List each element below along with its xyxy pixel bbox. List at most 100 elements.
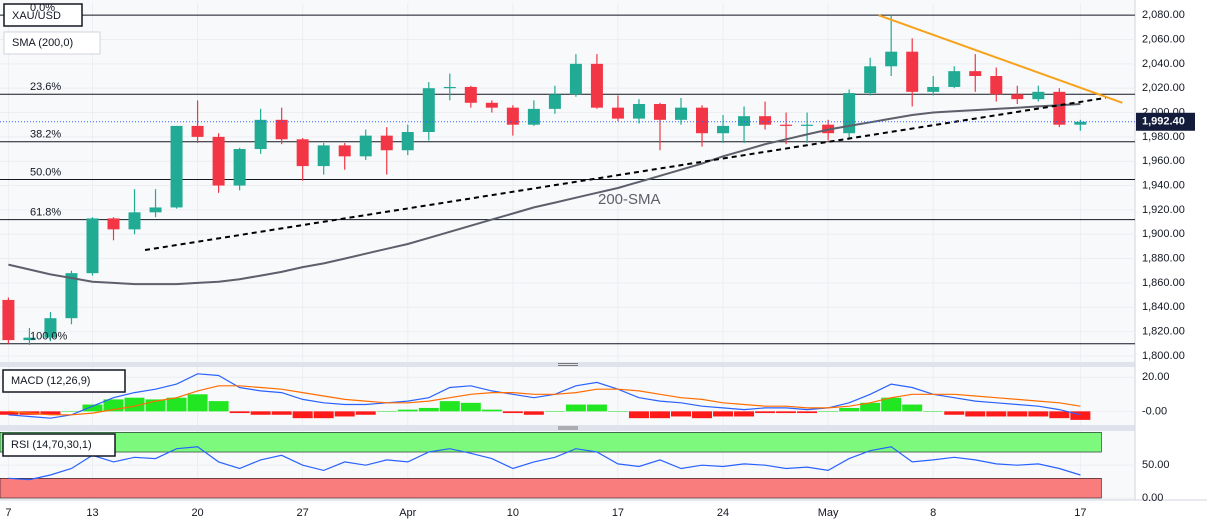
candle-body bbox=[2, 299, 15, 341]
candle-body bbox=[632, 104, 645, 119]
y-tick-label: 1,920.00 bbox=[1142, 204, 1185, 216]
last-price-box bbox=[1136, 112, 1195, 131]
candle-body bbox=[128, 212, 141, 230]
histogram-bar bbox=[502, 411, 523, 414]
x-tick-label: 24 bbox=[717, 507, 729, 519]
candle-body bbox=[254, 119, 267, 150]
pane-separator[interactable] bbox=[0, 362, 1135, 367]
histogram-bar bbox=[523, 411, 544, 415]
macd-line bbox=[8, 385, 1081, 416]
histogram-bar bbox=[40, 411, 61, 415]
y-tick-label: 0.00 bbox=[1142, 492, 1163, 504]
y-tick-label: 1,960.00 bbox=[1142, 155, 1185, 167]
histogram-bar bbox=[208, 401, 229, 412]
candle-body bbox=[107, 218, 120, 230]
y-tick-label: 1,900.00 bbox=[1142, 228, 1185, 240]
x-tick-label: 17 bbox=[1074, 507, 1086, 519]
candle-body bbox=[611, 107, 624, 119]
indicator-title[interactable]: SMA (200,0) bbox=[12, 37, 73, 49]
x-tick-label: 20 bbox=[191, 507, 203, 519]
indicator-box[interactable] bbox=[2, 369, 126, 393]
histogram-bar bbox=[61, 411, 82, 412]
fib-label: 38.2% bbox=[30, 129, 61, 141]
y-tick-label: 2,080.00 bbox=[1142, 9, 1185, 21]
histogram-bar bbox=[692, 411, 713, 419]
candle-body bbox=[296, 139, 309, 167]
y-tick-label: 1,980.00 bbox=[1142, 131, 1185, 143]
indicator-box[interactable] bbox=[3, 31, 101, 55]
histogram-bar bbox=[355, 411, 376, 415]
histogram-bar bbox=[376, 411, 397, 412]
rsi-title[interactable]: RSI (14,70,30,1) bbox=[11, 439, 92, 451]
histogram-bar bbox=[334, 411, 355, 417]
y-tick-label: 1,840.00 bbox=[1142, 301, 1185, 313]
histogram-bar bbox=[586, 404, 607, 412]
candle-body bbox=[569, 63, 582, 95]
candle-body bbox=[23, 337, 36, 341]
x-tick-label: May bbox=[818, 507, 839, 519]
y-tick-label: 1,940.00 bbox=[1142, 179, 1185, 191]
candle-body bbox=[1074, 121, 1087, 125]
histogram-bar bbox=[544, 411, 565, 412]
histogram-bar bbox=[755, 411, 776, 414]
histogram-bar bbox=[965, 411, 986, 417]
histogram-bar bbox=[1049, 411, 1070, 419]
histogram-bar bbox=[271, 411, 292, 415]
histogram-bar bbox=[944, 411, 965, 415]
candle-body bbox=[65, 273, 78, 319]
trendline bbox=[144, 96, 1106, 252]
histogram-bar bbox=[460, 402, 481, 412]
x-tick-label: Apr bbox=[399, 507, 416, 519]
candle-body bbox=[759, 116, 772, 125]
macd-line bbox=[8, 373, 1081, 419]
histogram-bar bbox=[1028, 411, 1049, 417]
price-pane bbox=[0, 0, 1135, 362]
candle-body bbox=[843, 93, 856, 134]
y-tick-label: 2,060.00 bbox=[1142, 33, 1185, 45]
y-tick-label: 1,820.00 bbox=[1142, 325, 1185, 337]
candle-body bbox=[1053, 91, 1066, 125]
candle-body bbox=[44, 318, 57, 338]
last-price-label: 1,992.40 bbox=[1142, 116, 1185, 128]
histogram-bar bbox=[713, 411, 734, 417]
y-tick-label: 20.00 bbox=[1142, 371, 1170, 383]
symbol-title[interactable]: XAU/USD bbox=[12, 10, 61, 22]
candle-body bbox=[443, 86, 456, 89]
histogram-bar bbox=[923, 411, 944, 412]
candle-body bbox=[191, 125, 204, 137]
histogram-bar bbox=[418, 407, 439, 412]
fib-label: 61.8% bbox=[30, 207, 61, 219]
macd-title[interactable]: MACD (12,26,9) bbox=[11, 375, 90, 387]
candle-body bbox=[990, 76, 1003, 95]
candle-body bbox=[1032, 91, 1045, 100]
histogram-bar bbox=[481, 409, 502, 412]
indicator-box[interactable] bbox=[2, 433, 116, 457]
y-tick-label: 1,860.00 bbox=[1142, 277, 1185, 289]
histogram-bar bbox=[881, 397, 902, 412]
y-tick-label: 1,800.00 bbox=[1142, 350, 1185, 362]
candle-body bbox=[359, 135, 372, 157]
histogram-bar bbox=[649, 411, 670, 419]
candle-body bbox=[317, 145, 330, 167]
histogram-bar bbox=[818, 411, 839, 412]
macd-pane bbox=[0, 367, 1135, 425]
symbol-box[interactable] bbox=[3, 3, 83, 27]
histogram-bar bbox=[607, 411, 628, 412]
histogram-bar bbox=[124, 397, 145, 412]
pane-separator[interactable] bbox=[0, 425, 1135, 431]
rsi-band bbox=[0, 432, 1102, 453]
histogram-bar bbox=[439, 401, 460, 412]
sma-annotation: 200-SMA bbox=[598, 191, 661, 208]
candle-body bbox=[548, 94, 561, 109]
candle-body bbox=[275, 119, 288, 140]
candle-body bbox=[401, 131, 414, 151]
histogram-bar bbox=[839, 407, 860, 412]
histogram-bar bbox=[397, 409, 418, 412]
histogram-bar bbox=[860, 402, 881, 412]
histogram-bar bbox=[103, 399, 124, 412]
histogram-bar bbox=[229, 411, 250, 414]
fib-label: 100.0% bbox=[30, 331, 68, 343]
candle-body bbox=[801, 124, 814, 126]
candle-body bbox=[969, 71, 982, 77]
